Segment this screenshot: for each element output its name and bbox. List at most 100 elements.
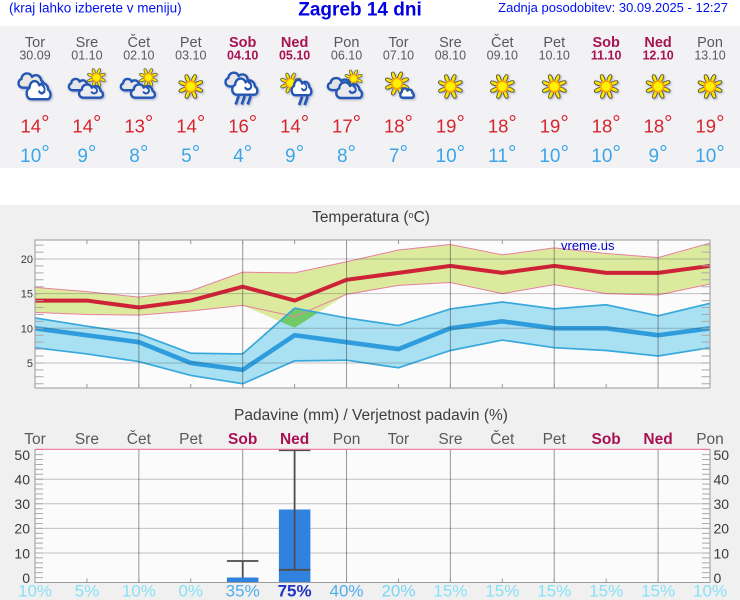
svg-text:15%: 15%	[485, 582, 519, 600]
svg-text:12.10: 12.10	[642, 48, 673, 62]
svg-text:40%: 40%	[330, 582, 364, 600]
svg-text:Sre: Sre	[438, 431, 462, 448]
svg-text:Čet: Čet	[128, 34, 151, 51]
svg-text:10°: 10°	[20, 141, 50, 167]
svg-text:vreme.us: vreme.us	[561, 238, 615, 253]
svg-text:Sre: Sre	[76, 35, 99, 51]
svg-text:06.10: 06.10	[331, 48, 362, 62]
svg-text:40: 40	[714, 472, 730, 488]
svg-text:Sob: Sob	[228, 431, 257, 448]
svg-text:18°: 18°	[644, 112, 673, 137]
svg-text:75%: 75%	[278, 582, 312, 600]
svg-text:0%: 0%	[178, 582, 203, 600]
svg-text:Ned: Ned	[644, 35, 671, 51]
svg-text:Tor: Tor	[388, 431, 410, 448]
svg-text:Tor: Tor	[24, 431, 46, 448]
svg-text:5%: 5%	[75, 582, 100, 600]
svg-text:04.10: 04.10	[227, 48, 258, 62]
svg-text:15: 15	[21, 289, 33, 301]
svg-text:10°: 10°	[695, 141, 725, 167]
svg-text:Pet: Pet	[180, 35, 202, 51]
svg-text:50: 50	[714, 447, 730, 463]
svg-text:Čet: Čet	[127, 431, 152, 448]
svg-text:19°: 19°	[540, 112, 569, 137]
svg-text:7°: 7°	[389, 141, 408, 167]
svg-text:14°: 14°	[176, 112, 205, 137]
svg-text:18°: 18°	[384, 112, 413, 137]
svg-text:03.10: 03.10	[175, 48, 206, 62]
svg-text:30: 30	[14, 496, 30, 512]
svg-text:11°: 11°	[488, 141, 516, 167]
svg-text:9°: 9°	[77, 141, 96, 167]
svg-text:10°: 10°	[539, 141, 569, 167]
svg-text:08.10: 08.10	[435, 48, 466, 62]
svg-text:Padavine (mm) / Verjetnost pad: Padavine (mm) / Verjetnost padavin (%)	[234, 407, 508, 424]
svg-text:Tor: Tor	[25, 35, 45, 51]
svg-text:Čet: Čet	[491, 34, 514, 51]
svg-text:10.10: 10.10	[539, 48, 570, 62]
svg-text:19°: 19°	[436, 112, 465, 137]
svg-text:Ned: Ned	[280, 431, 309, 448]
svg-text:01.10: 01.10	[71, 48, 102, 62]
svg-text:05.10: 05.10	[279, 48, 310, 62]
svg-text:16°: 16°	[228, 112, 257, 137]
svg-text:20: 20	[714, 521, 730, 537]
svg-text:9°: 9°	[285, 141, 304, 167]
svg-text:Ned: Ned	[643, 431, 672, 448]
svg-text:18°: 18°	[592, 112, 621, 137]
svg-text:9°: 9°	[648, 141, 667, 167]
svg-text:30.09: 30.09	[19, 48, 50, 62]
svg-text:15%: 15%	[537, 582, 571, 600]
svg-text:18°: 18°	[488, 112, 517, 137]
svg-text:15%: 15%	[433, 582, 467, 600]
svg-text:13.10: 13.10	[694, 48, 725, 62]
svg-text:40: 40	[14, 472, 30, 488]
svg-text:17°: 17°	[332, 112, 361, 137]
svg-text:10%: 10%	[122, 582, 156, 600]
svg-text:0: 0	[714, 570, 722, 586]
svg-text:Sob: Sob	[592, 35, 620, 51]
svg-text:Pon: Pon	[334, 35, 360, 51]
svg-text:14°: 14°	[72, 112, 101, 137]
svg-text:Pet: Pet	[543, 35, 565, 51]
svg-text:50: 50	[14, 447, 30, 463]
svg-text:Zagreb 14 dni: Zagreb 14 dni	[298, 0, 422, 20]
svg-text:10: 10	[21, 323, 33, 335]
svg-text:5: 5	[27, 358, 33, 370]
svg-text:30: 30	[714, 496, 730, 512]
svg-text:20: 20	[21, 254, 33, 266]
svg-text:Sob: Sob	[229, 35, 257, 51]
svg-text:10°: 10°	[436, 141, 466, 167]
svg-text:Sob: Sob	[592, 431, 621, 448]
svg-text:35%: 35%	[226, 582, 260, 600]
svg-text:8°: 8°	[337, 141, 356, 167]
svg-text:15%: 15%	[641, 582, 675, 600]
svg-text:Pon: Pon	[697, 35, 723, 51]
svg-text:8°: 8°	[129, 141, 148, 167]
svg-text:0: 0	[22, 570, 30, 586]
svg-text:10%: 10%	[693, 582, 727, 600]
svg-text:Sre: Sre	[439, 35, 462, 51]
svg-text:14°: 14°	[21, 112, 50, 137]
svg-text:10: 10	[714, 545, 730, 561]
svg-text:20%: 20%	[381, 582, 415, 600]
svg-text:11.10: 11.10	[591, 48, 622, 62]
svg-text:4°: 4°	[233, 141, 252, 167]
svg-text:Tor: Tor	[388, 35, 408, 51]
svg-text:Pet: Pet	[179, 431, 203, 448]
svg-text:Temperatura (oC): Temperatura (oC)	[312, 209, 430, 226]
svg-text:Ned: Ned	[281, 35, 308, 51]
svg-text:15%: 15%	[589, 582, 623, 600]
svg-text:Pon: Pon	[333, 431, 361, 448]
svg-text:(kraj lahko izberete v meniju): (kraj lahko izberete v meniju)	[9, 1, 182, 16]
svg-text:Pon: Pon	[696, 431, 724, 448]
svg-text:Zadnja posodobitev: 30.09.2025: Zadnja posodobitev: 30.09.2025 - 12:27	[498, 0, 728, 15]
svg-text:10: 10	[14, 545, 30, 561]
svg-text:13°: 13°	[124, 112, 153, 137]
svg-text:Čet: Čet	[490, 431, 515, 448]
svg-text:07.10: 07.10	[383, 48, 414, 62]
svg-text:10%: 10%	[18, 582, 52, 600]
svg-text:Pet: Pet	[543, 431, 567, 448]
svg-text:10°: 10°	[591, 141, 621, 167]
svg-text:02.10: 02.10	[123, 48, 154, 62]
